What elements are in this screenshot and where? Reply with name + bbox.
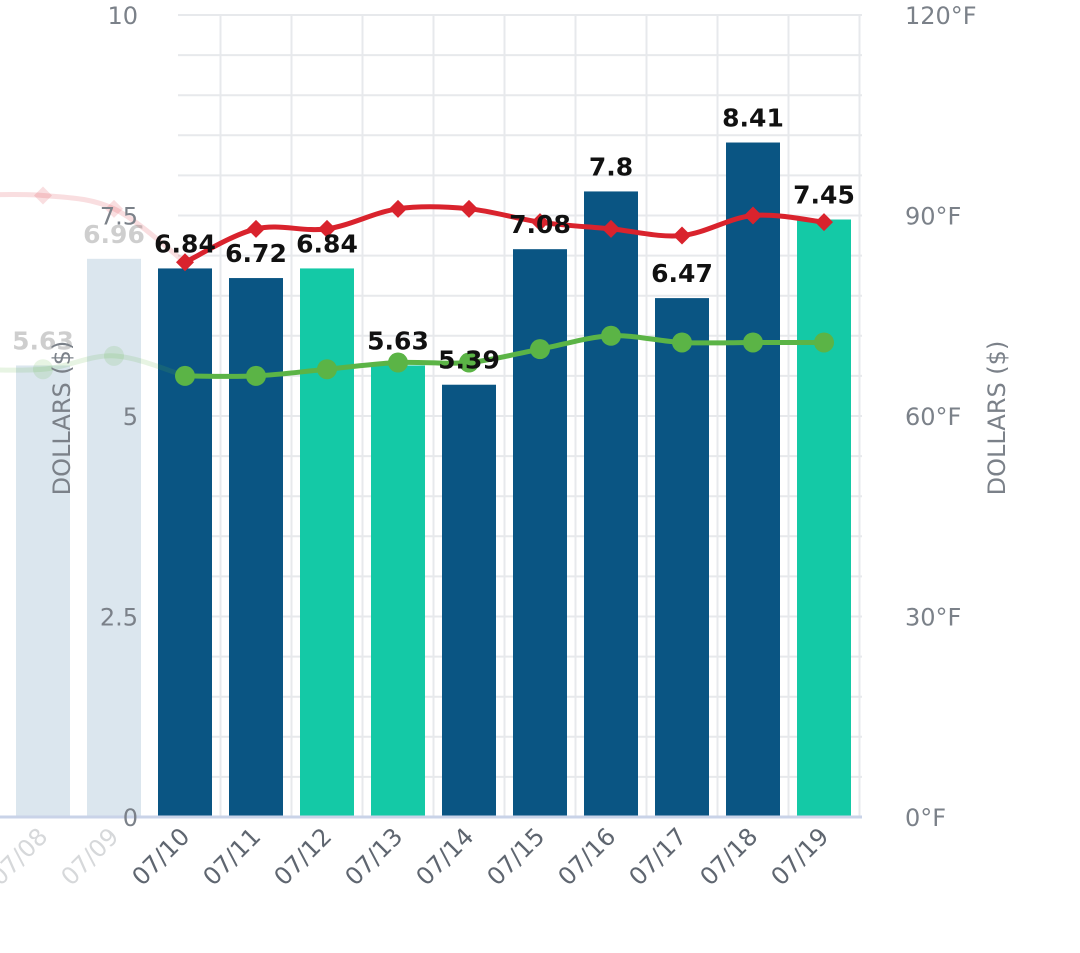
x-tick-label: 07/14 (411, 822, 480, 891)
line-marker (673, 226, 691, 245)
data-label: 5.39 (438, 346, 500, 375)
data-label: 5.63 (12, 326, 74, 355)
right-tick-label: 120°F (905, 2, 977, 30)
series-line (183, 204, 825, 265)
line-marker (388, 352, 408, 373)
x-tick-label: 07/15 (482, 822, 551, 891)
line-marker (601, 325, 621, 346)
line-marker (389, 199, 407, 218)
line-marker (530, 339, 550, 360)
right-tick-label: 60°F (905, 403, 961, 431)
line-marker (602, 219, 620, 238)
x-tick-label: 07/08 (0, 822, 53, 891)
line-marker (531, 213, 549, 232)
left-tick-label: 5 (123, 403, 138, 431)
line-marker (34, 186, 52, 205)
right-tick-label: 0°F (905, 804, 946, 832)
line-marker (815, 213, 833, 232)
series-line-faded (0, 353, 186, 379)
data-label: 6.72 (225, 239, 287, 268)
left-tick-label: 7.5 (100, 203, 138, 231)
line-marker (317, 359, 337, 380)
bar (371, 365, 425, 817)
line-marker (743, 332, 763, 353)
line-marker (459, 352, 479, 373)
bar (442, 384, 496, 817)
data-label: 6.84 (154, 229, 216, 258)
line-marker (33, 359, 53, 380)
series-line-faded (0, 191, 187, 265)
line-marker (672, 332, 692, 353)
lines (0, 186, 834, 386)
x-tick-label: 07/12 (269, 822, 338, 891)
bar (726, 142, 780, 817)
bar (300, 268, 354, 817)
bar (797, 219, 851, 817)
line-marker (460, 199, 478, 218)
bar (513, 249, 567, 817)
left-tick-label: 10 (107, 2, 138, 30)
line-marker (246, 365, 266, 386)
x-tick-label: 07/09 (56, 822, 125, 891)
bar (87, 258, 141, 818)
bar (655, 298, 709, 818)
bars (16, 142, 851, 818)
x-tick-label: 07/19 (766, 822, 835, 891)
line-marker (175, 365, 195, 386)
line-marker (814, 332, 834, 353)
line-marker (744, 206, 762, 225)
line-marker (104, 345, 124, 366)
bar (158, 268, 212, 817)
data-labels: 5.63 6.96 6.84 6.72 6.84 5.63 5.39 7.08 7.8 6.47 8… (12, 104, 855, 375)
left-tick-label: 2.5 (100, 604, 138, 632)
x-tick-label: 07/18 (695, 822, 764, 891)
x-tick-label: 07/13 (340, 822, 409, 891)
bar (584, 191, 638, 817)
right-tick-label: 90°F (905, 203, 961, 231)
line-marker (176, 253, 194, 272)
data-label: 7.45 (793, 181, 855, 210)
series-line (184, 333, 824, 379)
data-label: 7.08 (509, 210, 571, 239)
right-tick-label: 30°F (905, 604, 961, 632)
line-marker (105, 199, 123, 218)
left-axis-title: DOLLARS ($) (48, 341, 76, 496)
line-marker (318, 219, 336, 238)
line-marker (247, 219, 265, 238)
right-axis-title: DOLLARS ($) (983, 341, 1011, 496)
data-label: 8.41 (722, 104, 784, 133)
x-tick-label: 07/17 (624, 822, 693, 891)
x-tick-label: 07/11 (198, 822, 267, 891)
data-label: 6.84 (296, 229, 358, 258)
bar (229, 278, 283, 817)
data-label: 5.63 (367, 326, 429, 355)
bar (16, 365, 70, 817)
data-label: 7.8 (589, 152, 633, 181)
x-tick-label: 07/16 (553, 822, 622, 891)
left-tick-label: 0 (123, 804, 138, 832)
data-label: 6.47 (651, 259, 713, 288)
x-tick-label: 07/10 (127, 822, 196, 891)
data-label: 6.96 (83, 220, 145, 249)
